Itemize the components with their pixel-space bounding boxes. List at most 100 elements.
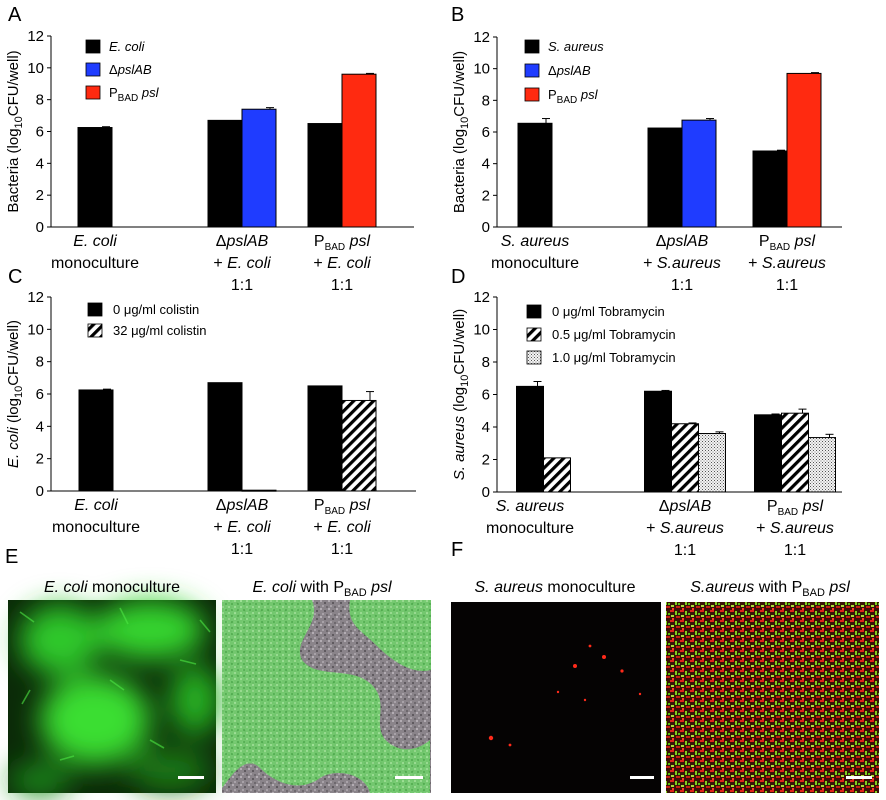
legend-swatch [524,87,540,102]
y-axis-label: S. aureus (log10CFU/well) [451,309,471,481]
category-label: ΔpslAB [216,233,269,250]
category-label: monoculture [52,519,140,536]
legend-label: 0 μg/ml Tobramycin [552,304,665,319]
bar-c-s1-c1 [241,489,277,492]
legend-swatch [526,304,542,319]
legend-label: ΔpslAB [548,63,591,78]
bar-a-s0-c0 [77,127,113,228]
bar-c-s0-c2 [307,385,343,492]
y-tick-label: 4 [36,418,44,435]
category-label: E. coli [73,233,117,250]
y-tick-label: 10 [27,321,44,338]
category-label: + S.aureus [643,255,721,272]
micro-title-f2: S.aureus with PBAD psl [690,579,850,599]
y-axis-label: Bacteria (log10CFU/well) [5,50,25,212]
legend-label: PBAD psl [109,85,160,104]
y-tick-label: 0 [482,219,490,236]
legend-swatch [524,39,540,54]
y-tick-label: 12 [27,289,44,306]
y-tick-label: 2 [482,187,490,204]
svg-text:E. coli monoculture: E. coli monoculture [44,579,180,596]
category-label: 1:1 [671,277,693,294]
category-label: 1:1 [776,277,798,294]
category-label: ΔpslAB [656,233,709,250]
category-label: PBAD psl [767,498,824,518]
legend-label: ΔpslAB [109,62,152,77]
y-tick-label: 4 [482,419,490,436]
y-tick-label: 6 [482,387,490,404]
legend-swatch [526,350,542,365]
legend-swatch [85,62,101,77]
bar-a-s0-c2 [307,123,343,228]
category-label: 1:1 [331,277,353,294]
bar-d-s2-c1 [698,433,726,493]
category-label: E. coli [74,497,118,514]
bar-d-s0-c2 [754,414,782,493]
y-tick-label: 8 [482,354,490,371]
y-axis-label: E. coli (log10CFU/well) [5,320,25,468]
chart-d: 0 2 4 6 8 10 12S. aureus (log10CFU/well) S. aur… [451,289,842,559]
y-tick-label: 12 [473,289,490,306]
chart-c: 0 2 4 6 8 10 12E. coli (log10CFU/well) E. coli m… [5,289,416,558]
legend-label: 0.5 μg/ml Tobramycin [552,327,676,342]
bar-b-s0-c2 [752,150,788,228]
panel-letter-f: F [451,539,463,561]
micro-title-e1: E. coli monoculture [44,579,180,596]
category-label: + S.aureus [756,520,834,537]
y-tick-label: 12 [473,29,490,46]
panel-letter-b: B [451,4,464,26]
micrograph-f1 [451,602,661,793]
y-tick-label: 2 [36,451,44,468]
bar-d-s1-c0 [543,457,571,493]
y-tick-label: 10 [473,61,490,78]
category-label: 1:1 [674,542,696,559]
y-tick-label: 8 [36,354,44,371]
category-label: monoculture [491,255,579,272]
legend-swatch [85,39,101,54]
category-label: + E. coli [213,519,271,536]
legend-label: E. coli [109,39,146,54]
category-label: 1:1 [784,542,806,559]
bar-c-s1-c2 [341,399,377,492]
bar-d-s1-c1 [671,423,699,493]
legend-label: 0 μg/ml colistin [113,302,199,317]
bar-d-s2-c2 [808,437,836,493]
y-tick-label: 0 [36,483,44,500]
panel-letter-d: D [451,266,465,288]
legend-swatch [87,302,103,317]
category-label: PBAD psl [759,233,816,253]
bar-d-s1-c2 [781,412,809,493]
bar-d-s0-c1 [644,390,672,493]
micro-title-f1: S. aureus monoculture [475,579,636,596]
bar-c-s0-c1 [207,382,243,492]
micro-title-e2: E. coli with PBAD psl [252,579,392,599]
legend-swatch [85,85,101,100]
panel-letter-a: A [8,4,22,26]
y-tick-label: 0 [36,219,44,236]
category-label: ΔpslAB [216,497,269,514]
category-label: S. aureus [501,233,569,250]
category-label: monoculture [51,255,139,272]
y-tick-label: 6 [36,386,44,403]
micrograph-e2 [222,600,431,793]
bar-b-s1-c1 [681,119,717,228]
category-label: ΔpslAB [659,498,712,515]
legend-swatch [526,327,542,342]
y-tick-label: 4 [36,155,44,172]
y-tick-label: 6 [36,124,44,141]
bar-d-s0-c0 [516,385,544,493]
category-label: 1:1 [331,541,353,558]
category-label: 1:1 [231,541,253,558]
y-axis-label: Bacteria (log10CFU/well) [451,51,471,213]
y-tick-label: 6 [482,124,490,141]
bar-b-s0-c0 [517,122,553,228]
category-label: + E. coli [213,255,271,272]
bar-b-s2-c2 [786,72,822,228]
bar-c-s0-c0 [78,389,114,492]
y-tick-label: 12 [27,28,44,45]
category-label: + S.aureus [646,520,724,537]
